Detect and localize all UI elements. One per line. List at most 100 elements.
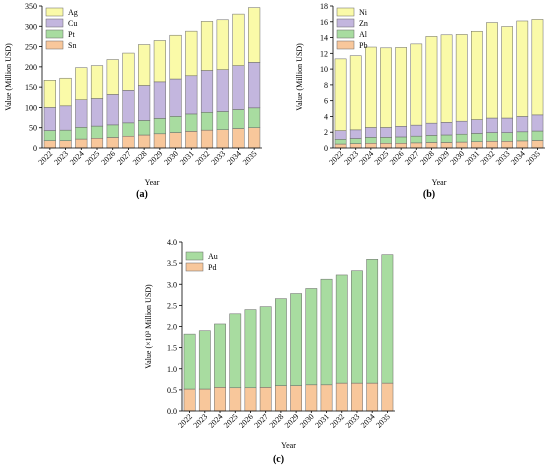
bar-sn-2033	[216, 129, 229, 149]
y-tick-label: 0	[33, 144, 37, 153]
bar-pt-2022	[43, 130, 56, 141]
x-tick-label: 2023	[52, 149, 70, 167]
bar-cu-2030	[169, 78, 182, 117]
x-tick-label: 2023	[192, 412, 210, 430]
bar-ni-2029	[440, 34, 453, 123]
bar-al-2023	[349, 138, 362, 144]
bar-pb-2027	[410, 142, 423, 149]
chart-panel-1: 0501001502002503003502022202320242025202…	[4, 2, 262, 200]
legend-label-au: Au	[208, 252, 218, 261]
bar-pt-2035	[248, 107, 261, 128]
bar-cu-2026	[106, 94, 119, 126]
bar-zn-2027	[410, 124, 423, 137]
bar-pd-2027	[259, 387, 272, 412]
legend-swatch-cu	[45, 18, 64, 28]
x-tick-label: 2034	[225, 149, 243, 167]
x-tick-label: 2025	[222, 412, 240, 430]
bar-ag-2028	[138, 44, 151, 86]
x-tick-label: 2031	[313, 412, 331, 430]
bar-zn-2032	[486, 117, 498, 133]
y-tick-label: 10	[320, 65, 328, 74]
bar-cu-2033	[216, 69, 229, 112]
bar-cu-2022	[43, 107, 56, 131]
x-tick-label: 2025	[373, 149, 391, 167]
bar-cu-2025	[90, 98, 104, 127]
x-tick-label: 2030	[448, 149, 466, 167]
panel-label: (b)	[423, 189, 435, 200]
bar-al-2027	[410, 135, 423, 144]
bar-ni-2023	[349, 55, 362, 131]
bar-ag-2033	[216, 19, 229, 70]
bar-au-2033	[351, 270, 363, 384]
bar-sn-2025	[90, 138, 104, 149]
bar-zn-2030	[455, 120, 468, 135]
bar-pb-2035	[531, 140, 544, 149]
y-tick-label: 0.0	[167, 407, 177, 416]
bar-cu-2035	[248, 62, 261, 109]
bar-au-2023	[198, 330, 211, 390]
x-tick-label: 2028	[268, 412, 286, 430]
bar-au-2028	[275, 298, 287, 386]
x-tick-label: 2033	[209, 149, 227, 167]
y-tick-label: 2	[324, 128, 328, 137]
x-tick-label: 2035	[374, 412, 392, 430]
bar-pd-2033	[351, 382, 363, 412]
bar-sn-2027	[122, 135, 135, 149]
x-tick-label: 2024	[207, 412, 225, 430]
bar-pb-2029	[440, 142, 453, 149]
bar-au-2035	[381, 254, 394, 384]
bar-al-2025	[380, 137, 392, 144]
bar-au-2025	[229, 313, 242, 389]
x-tick-label: 2033	[344, 412, 362, 430]
bar-zn-2022	[334, 130, 347, 140]
bar-cu-2023	[59, 105, 72, 131]
legend-label-cu: Cu	[68, 19, 77, 28]
bar-pd-2031	[320, 384, 333, 412]
y-tick-label: 250	[25, 43, 37, 52]
bar-pd-2028	[275, 385, 287, 412]
x-tick-label: 2031	[178, 149, 196, 167]
x-tick-label: 2028	[131, 149, 149, 167]
bar-au-2024	[214, 323, 226, 388]
bar-ag-2025	[90, 65, 104, 99]
bar-al-2031	[471, 133, 483, 142]
bar-au-2026	[244, 309, 257, 389]
bar-pt-2027	[122, 122, 135, 137]
bar-au-2034	[366, 259, 379, 384]
y-tick-label: 8	[324, 81, 328, 90]
bar-pd-2029	[290, 385, 302, 412]
y-tick-label: 3.0	[167, 280, 177, 289]
x-tick-label: 2027	[403, 149, 421, 167]
chart-panel-3: 0.00.51.01.52.02.53.03.54.02022202320242…	[144, 238, 395, 465]
bar-al-2028	[425, 135, 438, 143]
bar-pt-2025	[90, 125, 104, 139]
bar-sn-2032	[200, 129, 214, 149]
bar-pt-2031	[185, 113, 198, 132]
bar-ni-2028	[425, 36, 438, 124]
y-tick-label: 6	[324, 97, 328, 106]
bar-ni-2032	[486, 22, 498, 119]
bar-al-2022	[334, 139, 347, 145]
legend-label-ni: Ni	[359, 8, 368, 17]
x-tick-label: 2032	[328, 412, 346, 430]
x-tick-label: 2026	[237, 412, 255, 430]
bar-ag-2035	[248, 7, 261, 63]
bar-pt-2029	[153, 118, 166, 135]
bar-pb-2026	[395, 143, 408, 149]
legend-label-ag: Ag	[68, 8, 78, 17]
bar-ni-2030	[455, 34, 468, 122]
bar-pt-2028	[138, 120, 151, 136]
bar-cu-2034	[232, 65, 245, 110]
x-tick-label: 2029	[147, 149, 165, 167]
bar-pb-2025	[380, 143, 392, 149]
panel-label: (c)	[273, 454, 284, 465]
x-tick-label: 2030	[298, 412, 316, 430]
bar-pb-2030	[455, 141, 468, 149]
bar-pt-2024	[75, 127, 88, 140]
legend-swatch-sn	[45, 40, 64, 50]
bar-pd-2024	[214, 387, 226, 412]
bar-pb-2034	[516, 140, 529, 149]
y-tick-label: 150	[25, 83, 37, 92]
x-tick-label: 2027	[252, 412, 270, 430]
